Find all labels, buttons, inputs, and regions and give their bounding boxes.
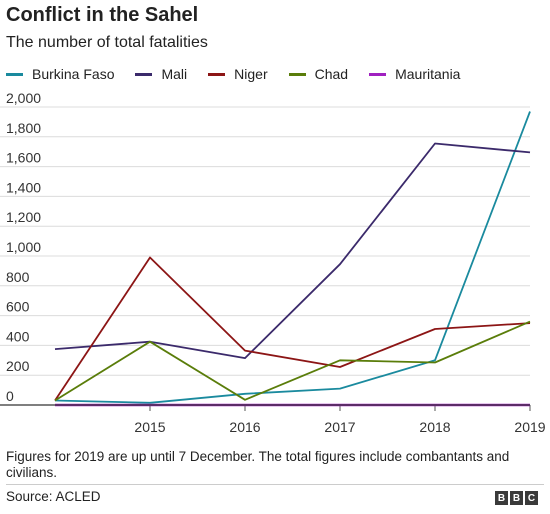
y-tick-label: 1,400 <box>6 179 41 195</box>
legend-swatch <box>369 72 387 76</box>
logo-letter-c: C <box>525 491 538 505</box>
chart-subtitle: The number of total fatalities <box>6 34 208 51</box>
x-tick-label: 2015 <box>134 419 165 435</box>
chart-legend: Burkina Faso Mali Niger Chad Mauritania <box>6 66 481 82</box>
y-tick-label: 600 <box>6 299 30 315</box>
x-tick-label: 2016 <box>229 419 260 435</box>
legend-swatch <box>208 72 226 76</box>
legend-swatch <box>288 72 306 76</box>
y-tick-label: 1,000 <box>6 239 41 255</box>
legend-label: Mauritania <box>395 66 461 82</box>
legend-item-burkina-faso: Burkina Faso <box>6 66 114 82</box>
legend-swatch <box>135 72 153 76</box>
logo-letter-b2: B <box>510 491 523 505</box>
legend-label: Chad <box>314 66 349 82</box>
y-tick-label: 2,000 <box>6 90 41 106</box>
logo-letter-b1: B <box>495 491 508 505</box>
x-tick-label: 2019 <box>514 419 545 435</box>
legend-swatch <box>6 72 23 76</box>
bbc-logo: B B C <box>493 491 538 505</box>
x-tick-label: 2018 <box>419 419 450 435</box>
series-line-burkina-faso <box>54 111 531 404</box>
source-note: Source: ACLED <box>6 489 101 504</box>
y-tick-label: 0 <box>6 388 14 404</box>
legend-item-mali: Mali <box>135 66 187 82</box>
line-chart: 0 200 400 600 800 1,000 1,200 1,400 1,600 1,800 2,… <box>0 90 546 435</box>
y-tick-label: 1,600 <box>6 150 41 166</box>
legend-item-niger: Niger <box>208 66 268 82</box>
y-tick-label: 1,200 <box>6 209 41 225</box>
footer-divider <box>6 484 544 485</box>
legend-label: Mali <box>161 66 188 82</box>
series-line-mali <box>54 142 531 360</box>
series-line-chad <box>54 320 531 402</box>
y-tick-label: 400 <box>6 328 30 344</box>
chart-footnote: Figures for 2019 are up until 7 December… <box>6 449 510 480</box>
y-tick-label: 200 <box>6 358 30 374</box>
legend-item-mauritania: Mauritania <box>369 66 460 82</box>
legend-label: Burkina Faso <box>32 66 115 82</box>
legend-label: Niger <box>234 66 268 82</box>
chart-title: Conflict in the Sahel <box>6 4 199 26</box>
y-tick-label: 800 <box>6 269 30 285</box>
series-line-niger <box>54 256 531 401</box>
x-tick-label: 2017 <box>324 419 355 435</box>
legend-item-chad: Chad <box>288 66 349 82</box>
y-tick-label: 1,800 <box>6 120 41 136</box>
